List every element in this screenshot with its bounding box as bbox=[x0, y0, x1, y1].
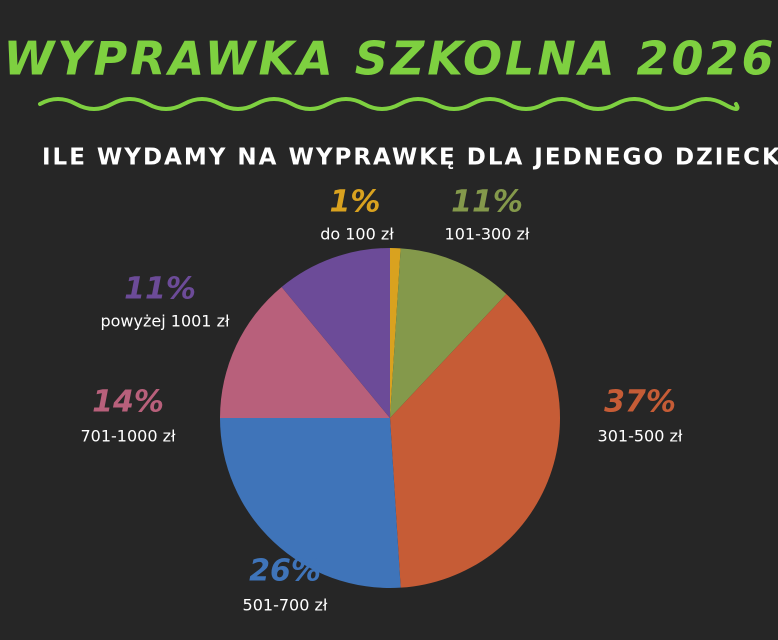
slice-label: 101-300 zł bbox=[445, 225, 530, 244]
wavy-underline bbox=[38, 97, 740, 111]
pie-slice bbox=[390, 294, 560, 588]
chart-subtitle: ILE WYDAMY NA WYPRAWKĘ DLA JEDNEGO DZIEC… bbox=[42, 145, 778, 171]
slice-label: 701-1000 zł bbox=[80, 427, 176, 446]
pie-slice bbox=[281, 248, 390, 418]
pie-slice bbox=[220, 418, 401, 588]
slice-percent: 11% bbox=[124, 272, 196, 307]
slice-percent: 14% bbox=[92, 385, 164, 420]
pie-slice bbox=[390, 248, 401, 418]
pie-slice bbox=[220, 287, 390, 418]
slice-label: do 100 zł bbox=[320, 225, 394, 244]
slice-label: 301-500 zł bbox=[598, 427, 683, 446]
slice-percent: 11% bbox=[451, 185, 523, 220]
slice-label: powyżej 1001 zł bbox=[100, 312, 229, 331]
slice-percent: 37% bbox=[604, 385, 676, 420]
pie-slice bbox=[390, 248, 507, 418]
slice-percent: 26% bbox=[249, 554, 321, 589]
slice-percent: 1% bbox=[330, 185, 381, 220]
chart-title: WYPRAWKA SZKOLNA 2026 bbox=[3, 32, 776, 86]
slice-label: 501-700 zł bbox=[243, 596, 328, 615]
